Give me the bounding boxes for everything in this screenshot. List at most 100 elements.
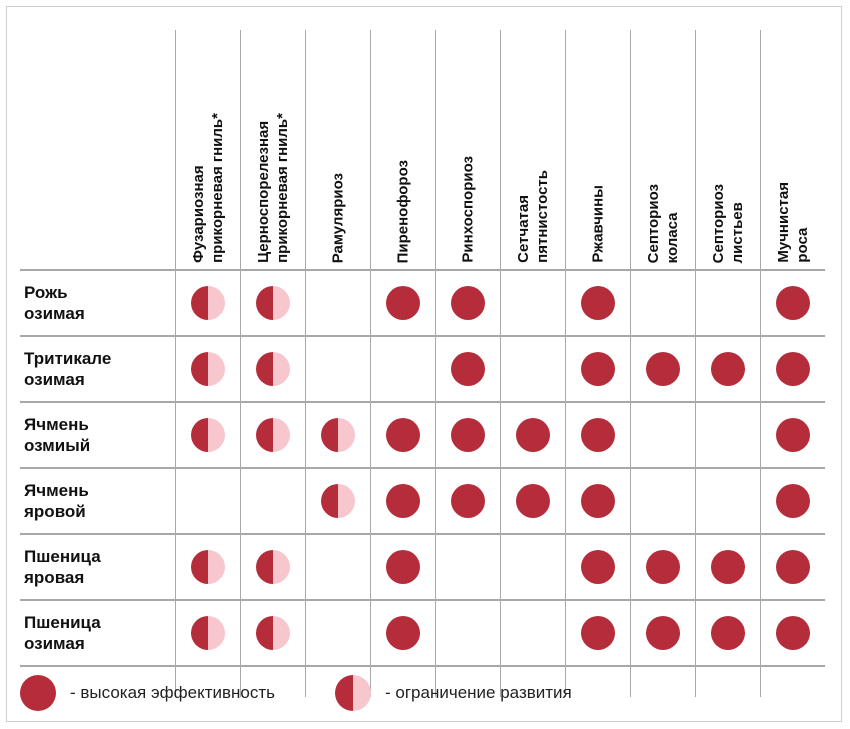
tail-cell bbox=[565, 666, 631, 697]
table-cell bbox=[695, 534, 761, 601]
full-circle-icon bbox=[776, 352, 810, 386]
table-cell bbox=[240, 600, 306, 667]
table-cell bbox=[500, 468, 566, 535]
tail-cell bbox=[370, 666, 436, 697]
full-circle-icon bbox=[386, 616, 420, 650]
full-circle-icon bbox=[516, 418, 550, 452]
half-circle-icon bbox=[191, 352, 225, 386]
table-cell bbox=[175, 534, 241, 601]
table-cell bbox=[175, 600, 241, 667]
half-circle-icon bbox=[256, 418, 290, 452]
table-cell bbox=[565, 534, 631, 601]
row-label: Ячмень озмиый bbox=[20, 402, 176, 469]
full-circle-icon bbox=[711, 616, 745, 650]
tail-cell bbox=[500, 666, 566, 697]
half-circle-icon bbox=[256, 616, 290, 650]
table-cell bbox=[760, 534, 825, 601]
table-cell bbox=[435, 336, 501, 403]
table-row: Тритикале озимая bbox=[20, 336, 825, 403]
half-circle-icon bbox=[256, 286, 290, 320]
full-circle-icon bbox=[451, 352, 485, 386]
table-cell bbox=[565, 270, 631, 337]
full-circle-icon bbox=[581, 352, 615, 386]
table-cell bbox=[500, 534, 566, 601]
table-cell bbox=[695, 402, 761, 469]
full-circle-icon bbox=[711, 550, 745, 584]
table-cell bbox=[695, 336, 761, 403]
half-circle-icon bbox=[191, 286, 225, 320]
table-cell bbox=[695, 270, 761, 337]
column-header: Ржавчины bbox=[565, 30, 631, 271]
tail-cell bbox=[695, 666, 761, 697]
full-circle-icon bbox=[776, 550, 810, 584]
row-label: Пшеница озимая bbox=[20, 600, 176, 667]
table-cell bbox=[630, 336, 696, 403]
corner-cell bbox=[20, 30, 176, 271]
half-circle-icon bbox=[191, 550, 225, 584]
table-cell bbox=[695, 468, 761, 535]
table-cell bbox=[370, 468, 436, 535]
full-circle-icon bbox=[20, 675, 56, 711]
column-header: Септориоз листьев bbox=[695, 30, 761, 271]
table-row: Пшеница яровая bbox=[20, 534, 825, 601]
full-circle-icon bbox=[646, 616, 680, 650]
table-cell bbox=[500, 600, 566, 667]
full-circle-icon bbox=[451, 286, 485, 320]
full-circle-icon bbox=[776, 616, 810, 650]
half-circle-icon bbox=[321, 484, 355, 518]
table-cell bbox=[175, 402, 241, 469]
table-cell bbox=[240, 270, 306, 337]
legend: - высокая эффективность - ограничение ра… bbox=[20, 675, 632, 711]
table-cell bbox=[500, 270, 566, 337]
table-cell bbox=[760, 468, 825, 535]
table-cell bbox=[500, 336, 566, 403]
full-circle-icon bbox=[776, 286, 810, 320]
full-circle-icon bbox=[386, 484, 420, 518]
table-cell bbox=[305, 336, 371, 403]
table-cell bbox=[370, 402, 436, 469]
table-cell bbox=[370, 270, 436, 337]
tail-cell bbox=[630, 666, 696, 697]
column-header: Септориоз коласа bbox=[630, 30, 696, 271]
tail-cell bbox=[240, 666, 306, 697]
table-row: Ячмень озмиый bbox=[20, 402, 825, 469]
full-circle-icon bbox=[711, 352, 745, 386]
half-circle-icon bbox=[321, 418, 355, 452]
row-label: Рожь озимая bbox=[20, 270, 176, 337]
legend-item-high: - высокая эффективность bbox=[20, 675, 275, 711]
table-cell bbox=[565, 468, 631, 535]
table-row: Пшеница озимая bbox=[20, 600, 825, 667]
table-cell bbox=[435, 600, 501, 667]
table-cell bbox=[760, 270, 825, 337]
table-cell bbox=[630, 270, 696, 337]
legend-item-limit: - ограничение развития bbox=[335, 675, 572, 711]
table-cell bbox=[565, 336, 631, 403]
half-circle-icon bbox=[191, 418, 225, 452]
table-cell bbox=[305, 534, 371, 601]
table-cell bbox=[630, 402, 696, 469]
column-header: Церноспорелезная прикорневая гниль* bbox=[240, 30, 306, 271]
table-body: Рожь озимая Тритикале озимая Ячмень озмиый… bbox=[20, 270, 825, 697]
table-cell bbox=[305, 600, 371, 667]
table-cell bbox=[435, 402, 501, 469]
table-cell bbox=[435, 468, 501, 535]
full-circle-icon bbox=[386, 418, 420, 452]
table-row: Рожь озимая bbox=[20, 270, 825, 337]
table-cell bbox=[760, 336, 825, 403]
table-cell bbox=[370, 600, 436, 667]
full-circle-icon bbox=[581, 550, 615, 584]
table-cell bbox=[435, 534, 501, 601]
table-cell bbox=[565, 402, 631, 469]
column-header: Пиренофороз bbox=[370, 30, 436, 271]
table-cell bbox=[305, 270, 371, 337]
table-cell bbox=[305, 468, 371, 535]
column-header: Сетчатая пятнистость bbox=[500, 30, 566, 271]
table-cell bbox=[760, 402, 825, 469]
table-cell bbox=[175, 270, 241, 337]
half-circle-icon bbox=[191, 616, 225, 650]
full-circle-icon bbox=[646, 550, 680, 584]
header-row: Фузариозная прикорневая гниль* Церноспор… bbox=[20, 30, 825, 271]
column-header: Фузариозная прикорневая гниль* bbox=[175, 30, 241, 271]
table-row: Ячмень яровой bbox=[20, 468, 825, 535]
table-cell bbox=[175, 336, 241, 403]
